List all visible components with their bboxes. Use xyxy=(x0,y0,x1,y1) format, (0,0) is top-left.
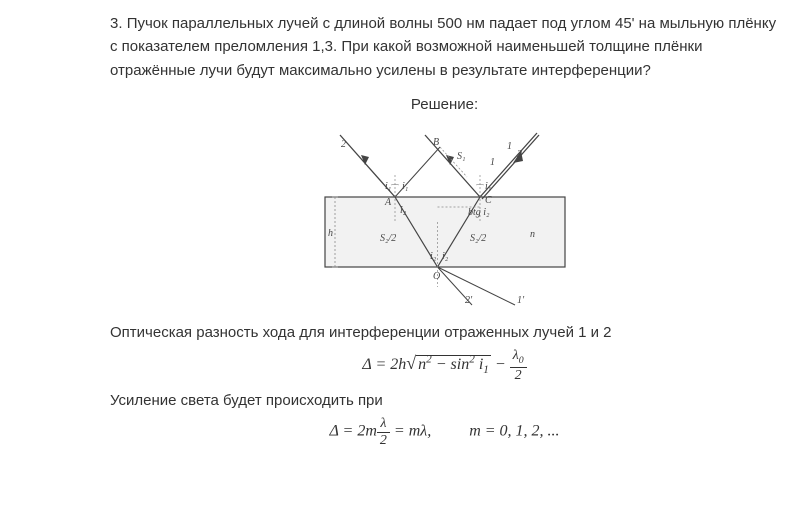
formula1-delta: Δ = 2h xyxy=(362,356,406,373)
formula2-lhs: Δ = 2m xyxy=(329,423,376,440)
problem-text-body: Пучок параллельных лучей с длиной волны … xyxy=(110,15,776,79)
diagram-label-ray2p: 2' xyxy=(465,295,473,306)
diagram-label-ray1-out: 1 xyxy=(507,141,512,152)
diagram-label-ray1-in: 1 xyxy=(490,157,495,168)
formula1-frac: λ0 2 xyxy=(510,348,527,383)
explanation-1: Оптическая разность хода для интерференц… xyxy=(110,321,779,344)
explanation-2: Усиление света будет происходить при xyxy=(110,389,779,412)
problem-number: 3. xyxy=(110,15,123,32)
formula-2: Δ = 2m λ 2 = mλ, m = 0, 1, 2, ... xyxy=(110,416,779,448)
diagram-label-C: C xyxy=(485,195,492,206)
diagram-label-i2-left: i₂ xyxy=(400,205,407,216)
formula2-frac: λ 2 xyxy=(377,416,390,448)
formula1-den: 2 xyxy=(510,368,527,383)
formula2-rhs: m = 0, 1, 2, ... xyxy=(469,423,559,440)
diagram-svg: h n 2 1 B S₁ 1 2 2' xyxy=(285,127,605,307)
diagram-label-B: B xyxy=(433,137,439,148)
diagram-label-i1-lr: i₁ xyxy=(402,181,408,192)
diagram-label-s2-right: S₂/2 xyxy=(470,233,486,244)
formula2-num: λ xyxy=(377,416,390,432)
optics-diagram: h n 2 1 B S₁ 1 2 2' xyxy=(110,127,779,307)
formula1-num: λ0 xyxy=(510,348,527,368)
formula1-sqrt: n2 − sin2 i1 xyxy=(416,355,491,373)
diagram-label-i2-bl: i₂ xyxy=(430,251,437,262)
diagram-label-i1-right: i₁ xyxy=(485,181,491,192)
diagram-label-O: O xyxy=(433,271,440,282)
formula1-minus: − xyxy=(495,356,510,373)
solution-heading: Решение: xyxy=(110,96,779,113)
diagram-label-S1: S₁ xyxy=(457,151,465,162)
diagram-label-s2-left: S₂/2 xyxy=(380,233,396,244)
formula2-eq: = mλ, xyxy=(390,423,431,440)
diagram-label-n: n xyxy=(530,229,535,240)
diagram-label-i1-left: i₁ xyxy=(385,181,391,192)
diagram-label-btg: btg i₂ xyxy=(468,207,490,218)
diagram-label-ray2-in: 2 xyxy=(341,139,346,150)
diagram-label-A: A xyxy=(384,197,392,208)
problem-statement: 3. Пучок параллельных лучей с длиной вол… xyxy=(110,12,779,82)
diagram-label-h: h xyxy=(328,228,333,239)
diagram-label-i2-br: i₂ xyxy=(442,251,449,262)
diagram-label-ray2-out: 2 xyxy=(517,149,522,160)
formula2-den: 2 xyxy=(377,433,390,448)
diagram-label-ray1p: 1' xyxy=(517,295,525,306)
formula-1: Δ = 2h√n2 − sin2 i1 − λ0 2 xyxy=(110,348,779,383)
